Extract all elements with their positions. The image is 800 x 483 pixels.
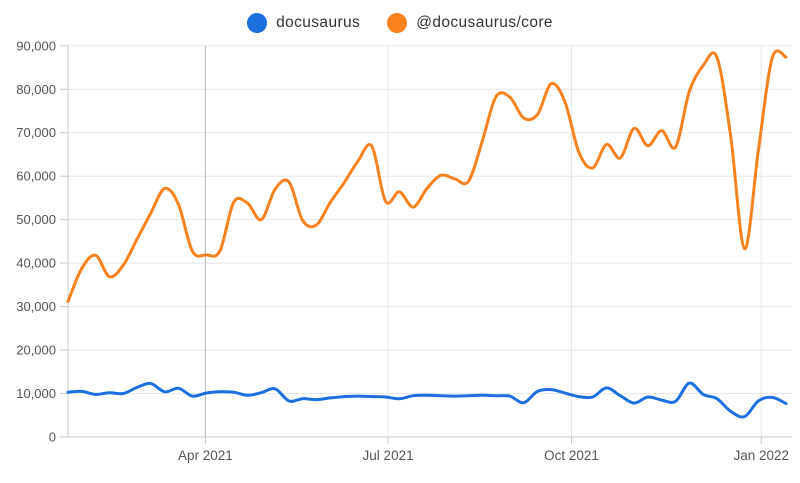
legend-dot-docusaurus-icon [247,13,268,33]
legend-item-docusaurus-core[interactable]: @docusaurus/core [387,13,553,33]
x-axis-label: Jul 2021 [363,448,414,463]
y-axis-label: 70,000 [16,125,56,140]
legend-label-docusaurus: docusaurus [276,14,361,31]
x-axis-label: Oct 2021 [544,448,599,463]
series-line-docusaurus-core[interactable] [66,49,788,303]
y-axis-label: 20,000 [16,343,56,358]
y-axis-label: 80,000 [16,82,56,97]
y-axis-label: 60,000 [16,169,56,184]
legend-label-docusaurus-core: @docusaurus/core [416,14,553,31]
x-axis-label: Apr 2021 [178,448,233,463]
legend-item-docusaurus[interactable]: docusaurus [247,13,360,33]
x-axis-label: Jan 2022 [733,448,789,463]
y-axis-label: 30,000 [16,299,56,314]
y-axis-label: 40,000 [16,256,56,271]
chart-legend: docusaurus @docusaurus/core [0,9,800,37]
y-axis-label: 90,000 [16,38,56,53]
legend-dot-docusaurus-core-icon [387,13,408,33]
series-line-docusaurus[interactable] [66,381,788,419]
y-axis-label: 10,000 [16,386,56,401]
y-axis-label: 0 [49,430,56,445]
y-axis-label: 50,000 [16,212,56,227]
